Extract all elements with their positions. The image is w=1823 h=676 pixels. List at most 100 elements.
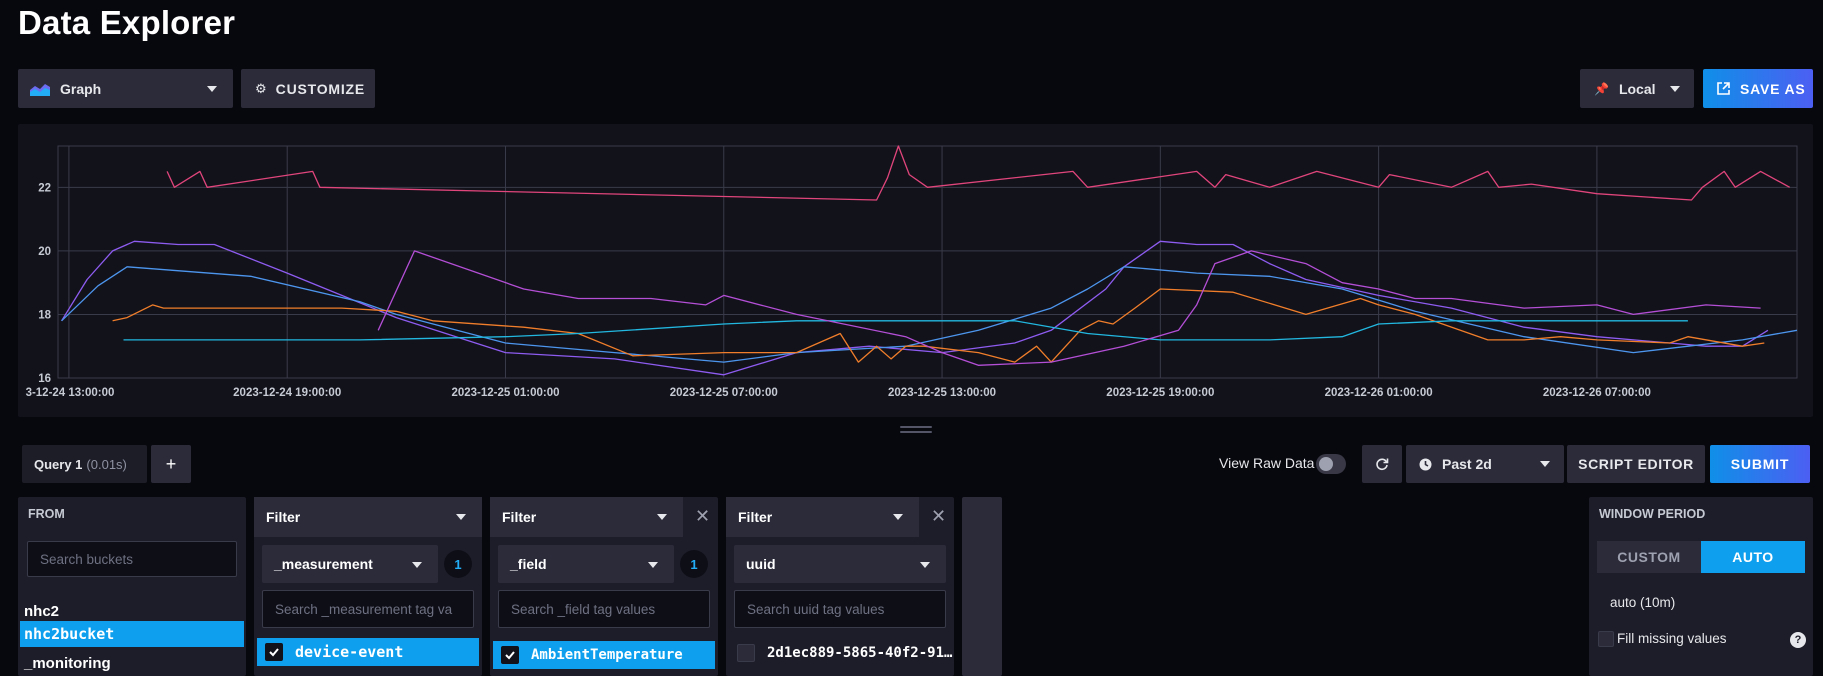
save-as-button[interactable]: SAVE AS bbox=[1703, 69, 1813, 108]
filter-value-label: 2d1ec889-5865-40f2-91… bbox=[767, 645, 953, 661]
filter-header-label: Filter bbox=[502, 509, 537, 525]
refresh-button[interactable] bbox=[1362, 445, 1402, 483]
series-line-series-2 bbox=[61, 240, 1769, 376]
filter-value-item[interactable]: 2d1ec889-5865-40f2-91… bbox=[729, 639, 953, 667]
fill-missing-checkbox[interactable] bbox=[1598, 631, 1614, 647]
window-period-panel: WINDOW PERIOD CUSTOM AUTO auto (10m) Fil… bbox=[1589, 497, 1813, 676]
search-buckets-input[interactable]: Search buckets bbox=[27, 541, 237, 577]
view-raw-data-label: View Raw Data bbox=[1219, 455, 1315, 471]
line-chart: 16 18 20 22 3-12-24 13:00:00 2023-12-24 19:00… bbox=[26, 145, 1798, 399]
search-field-input[interactable]: Search _field tag values bbox=[498, 590, 710, 628]
add-filter-card[interactable] bbox=[962, 497, 1002, 676]
filter-header[interactable]: Filter bbox=[490, 497, 683, 537]
x-tick-label: 2023-12-25 19:00:00 bbox=[1106, 387, 1214, 399]
refresh-icon bbox=[1376, 458, 1389, 471]
x-tick-label: 2023-12-25 13:00:00 bbox=[888, 387, 996, 399]
y-tick-label: 22 bbox=[38, 182, 51, 194]
time-range-label: Past 2d bbox=[1442, 456, 1492, 472]
x-tick-label: 3-12-24 13:00:00 bbox=[26, 387, 115, 399]
chevron-down-icon bbox=[412, 562, 422, 568]
viz-type-dropdown[interactable]: Graph bbox=[18, 69, 233, 108]
checkbox-checked[interactable] bbox=[501, 646, 519, 664]
chevron-down-icon bbox=[1540, 461, 1550, 467]
filter-value-item[interactable]: device-event bbox=[257, 638, 479, 666]
key-label: _field bbox=[510, 556, 547, 572]
filter-header[interactable]: Filter bbox=[726, 497, 919, 537]
chevron-down-icon bbox=[456, 514, 466, 520]
window-period-label: WINDOW PERIOD bbox=[1599, 507, 1706, 521]
key-dropdown-measurement[interactable]: _measurement bbox=[262, 545, 438, 583]
bucket-item-nhc2[interactable]: nhc2 bbox=[24, 602, 60, 620]
filter-header-label: Filter bbox=[738, 509, 773, 525]
pin-icon: 📌 bbox=[1594, 81, 1609, 96]
bucket-item-nhc2bucket[interactable]: nhc2bucket bbox=[20, 621, 244, 647]
selected-count-badge: 1 bbox=[444, 550, 472, 578]
chevron-down-icon bbox=[893, 514, 903, 520]
help-icon[interactable]: ? bbox=[1790, 632, 1806, 648]
chevron-down-icon bbox=[1670, 85, 1680, 92]
filter-value-item[interactable]: AmbientTemperature bbox=[493, 641, 715, 669]
export-icon bbox=[1717, 82, 1730, 95]
x-tick-label: 2023-12-26 01:00:00 bbox=[1325, 387, 1433, 399]
auto-window-value: auto (10m) bbox=[1610, 595, 1676, 610]
y-tick-label: 20 bbox=[38, 246, 51, 258]
filter-card-measurement: Filter _measurement 1 Search _measuremen… bbox=[254, 497, 482, 676]
key-dropdown-uuid[interactable]: uuid bbox=[734, 545, 946, 583]
filter-header[interactable]: Filter bbox=[254, 497, 482, 537]
selected-count-badge: 1 bbox=[680, 550, 708, 578]
checkmark-icon bbox=[269, 648, 279, 657]
y-tick-label: 18 bbox=[38, 309, 51, 321]
close-icon[interactable]: ✕ bbox=[695, 506, 711, 526]
fill-missing-label: Fill missing values bbox=[1617, 631, 1727, 646]
x-tick-label: 2023-12-25 01:00:00 bbox=[451, 387, 559, 399]
graph-icon bbox=[30, 83, 50, 96]
auto-window-button[interactable]: AUTO bbox=[1701, 541, 1805, 573]
query-tab-timing: (0.01s) bbox=[86, 456, 127, 472]
submit-button[interactable]: SUBMIT bbox=[1710, 445, 1810, 483]
time-range-dropdown[interactable]: Past 2d bbox=[1406, 445, 1564, 483]
checkmark-icon bbox=[505, 651, 515, 660]
checkbox-unchecked[interactable] bbox=[737, 644, 755, 662]
viz-type-label: Graph bbox=[60, 80, 102, 97]
from-label: FROM bbox=[28, 507, 65, 521]
bucket-item-monitoring[interactable]: _monitoring bbox=[24, 654, 111, 672]
filter-card-uuid: Filter ✕ uuid Search uuid tag values 2d1… bbox=[726, 497, 954, 676]
chevron-down-icon bbox=[920, 562, 930, 568]
add-query-button[interactable]: + bbox=[151, 445, 191, 483]
timezone-dropdown[interactable]: 📌 Local bbox=[1580, 69, 1694, 108]
save-as-label: SAVE AS bbox=[1740, 80, 1806, 97]
search-uuid-input[interactable]: Search uuid tag values bbox=[734, 590, 946, 628]
script-editor-button[interactable]: SCRIPT EDITOR bbox=[1567, 445, 1705, 483]
series-line-series-6 bbox=[377, 250, 1761, 366]
checkbox-checked[interactable] bbox=[265, 643, 283, 661]
x-tick-label: 2023-12-26 07:00:00 bbox=[1543, 387, 1651, 399]
customize-label: CUSTOMIZE bbox=[275, 80, 366, 97]
clock-icon bbox=[1419, 458, 1432, 470]
key-label: uuid bbox=[746, 556, 776, 572]
resize-handle[interactable] bbox=[900, 426, 932, 434]
filter-header-label: Filter bbox=[266, 509, 301, 525]
chevron-down-icon bbox=[207, 85, 217, 92]
query-tab-label: Query 1 bbox=[34, 456, 83, 472]
series-line-series-5 bbox=[123, 320, 1688, 341]
page-title: Data Explorer bbox=[18, 4, 236, 41]
customize-button[interactable]: ⚙ CUSTOMIZE bbox=[241, 69, 375, 108]
toggle-knob bbox=[1319, 457, 1333, 471]
search-measurement-input[interactable]: Search _measurement tag va bbox=[262, 590, 474, 628]
x-tick-label: 2023-12-24 19:00:00 bbox=[233, 387, 341, 399]
query-tab[interactable]: Query 1 (0.01s) bbox=[22, 445, 147, 483]
gear-icon: ⚙ bbox=[255, 80, 267, 96]
close-icon[interactable]: ✕ bbox=[931, 506, 947, 526]
custom-window-button[interactable]: CUSTOM bbox=[1597, 541, 1701, 573]
filter-value-label: device-event bbox=[295, 643, 404, 661]
x-tick-label: 2023-12-25 07:00:00 bbox=[670, 387, 778, 399]
filter-value-label: AmbientTemperature bbox=[531, 647, 683, 663]
series-line-series-4 bbox=[112, 288, 1765, 363]
y-tick-label: 16 bbox=[38, 373, 51, 385]
filter-card-field: Filter ✕ _field 1 Search _field tag valu… bbox=[490, 497, 718, 676]
from-card: FROM Search buckets nhc2 nhc2bucket _mon… bbox=[18, 497, 246, 676]
key-label: _measurement bbox=[274, 556, 373, 572]
view-raw-data-toggle[interactable] bbox=[1316, 454, 1346, 474]
graph-panel: 16 18 20 22 3-12-24 13:00:00 2023-12-24 19:00… bbox=[18, 124, 1813, 417]
key-dropdown-field[interactable]: _field bbox=[498, 545, 674, 583]
